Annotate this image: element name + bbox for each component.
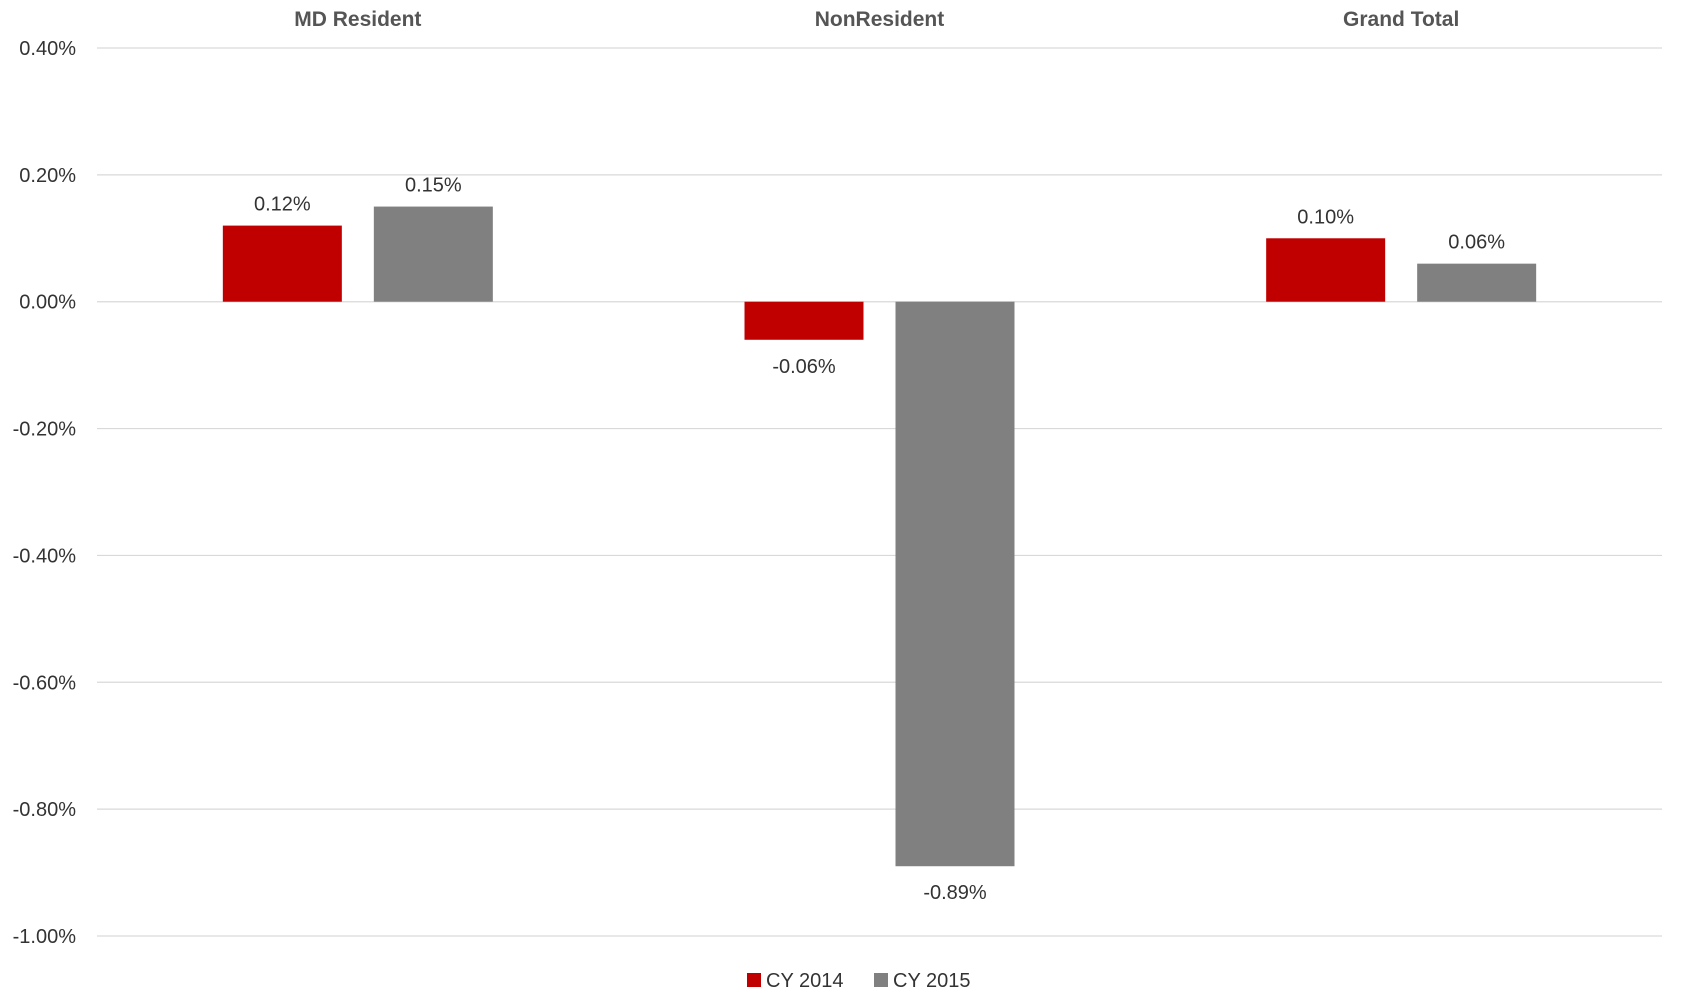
legend-swatch	[874, 973, 888, 987]
legend: CY 2014 CY 2015	[747, 970, 970, 992]
y-tick-label: -0.80%	[13, 799, 77, 821]
y-tick-label: 0.40%	[19, 38, 76, 60]
bar	[895, 301, 1015, 867]
y-tick-label: -0.40%	[13, 545, 77, 567]
bar	[744, 301, 864, 340]
y-tick-label: -0.20%	[13, 419, 77, 441]
data-label: 0.06%	[1448, 232, 1505, 254]
bar	[1417, 263, 1537, 302]
data-labels: 0.12% 0.15% -0.06% -0.89% 0.10% 0.06%	[254, 175, 1505, 905]
y-tick-label: -1.00%	[13, 926, 77, 948]
y-tick-label: 0.00%	[19, 292, 76, 314]
bar	[222, 225, 342, 302]
y-tick-label: 0.20%	[19, 165, 76, 187]
data-label: -0.89%	[923, 882, 987, 904]
data-label: -0.06%	[772, 356, 836, 378]
legend-label: CY 2014	[766, 970, 843, 992]
bars	[222, 206, 1537, 867]
bar	[373, 206, 493, 302]
data-label: 0.10%	[1297, 206, 1354, 228]
y-tick-label: -0.60%	[13, 672, 77, 694]
data-label: 0.15%	[405, 175, 462, 197]
legend-label: CY 2015	[893, 970, 970, 992]
y-axis-tick-labels: 0.40% 0.20% 0.00% -0.20% -0.40% -0.60% -0.80% -…	[13, 38, 77, 948]
legend-swatch	[747, 973, 761, 987]
category-labels: MD Resident NonResident Grand Total	[294, 8, 1459, 31]
data-label: 0.12%	[254, 194, 311, 216]
bar	[1266, 238, 1386, 302]
category-label: NonResident	[815, 8, 945, 31]
category-label: MD Resident	[294, 8, 421, 31]
gridlines	[97, 47, 1662, 937]
category-label: Grand Total	[1343, 8, 1459, 31]
